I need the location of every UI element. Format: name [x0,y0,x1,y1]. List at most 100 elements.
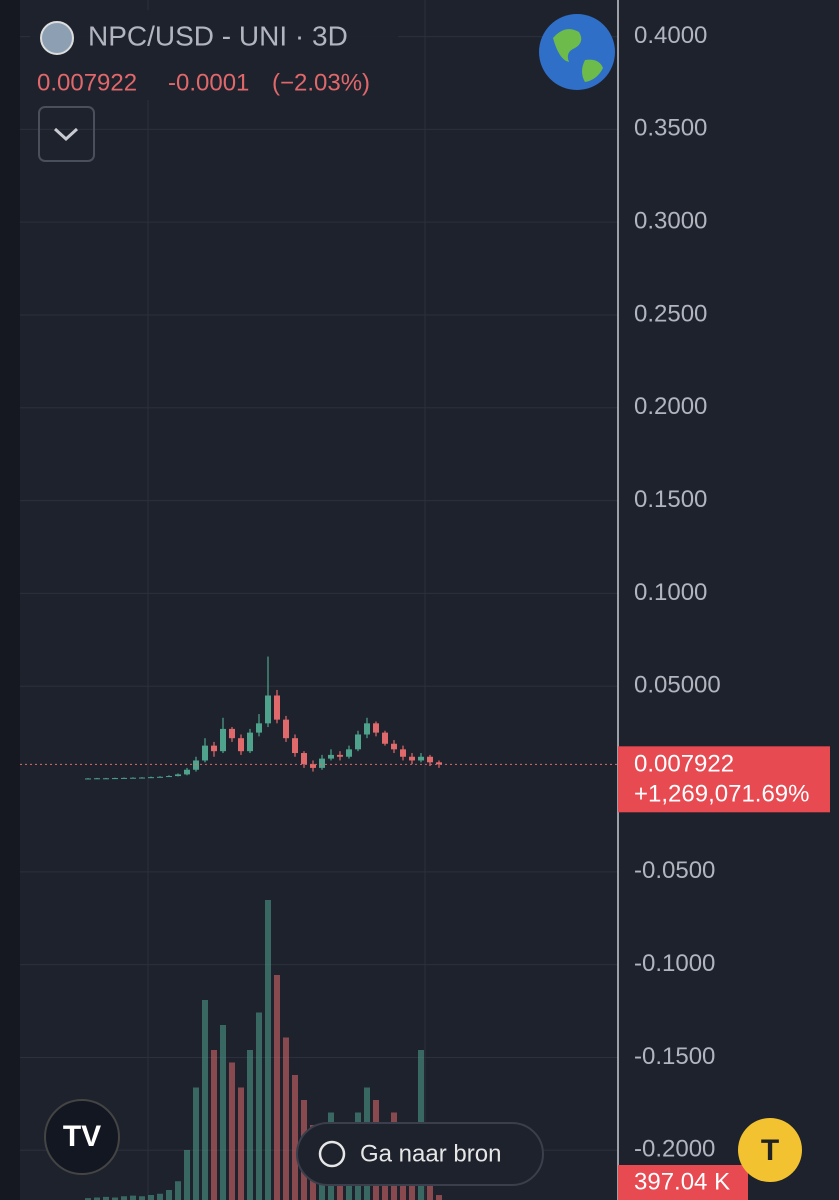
tv-logo[interactable] [44,1099,120,1175]
y-tick-label: 0.3500 [634,115,707,142]
candle-body [121,777,127,779]
volume-bar [175,1181,181,1200]
candle-body [319,758,325,768]
candle-body [391,743,397,750]
globe-land [553,29,603,82]
candle-body [265,695,271,724]
y-tick-label: 0.2500 [634,300,707,327]
y-tick-label: -0.1500 [634,1043,715,1070]
candle-body [175,774,181,777]
candle-body [382,732,388,744]
volume-bar [184,1150,190,1200]
candle-body [409,756,415,761]
candle-body [364,723,370,735]
candle-body [229,728,235,739]
volume-bar [256,1012,262,1200]
candle-body [184,769,190,775]
volume-bar [139,1196,145,1200]
volume-bar [292,1075,298,1200]
candle-body [373,723,379,733]
candle-body [130,777,136,779]
volume-bar [193,1087,199,1200]
y-tick-label: -0.1000 [634,950,715,977]
candle-body [418,756,424,761]
candle-body [283,719,289,739]
candle-body [274,695,280,720]
tv-logo-mark: TV [63,1120,101,1153]
candle-body [166,776,172,778]
volume-bar [121,1196,127,1200]
candle-body [400,749,406,757]
candle-body [112,778,118,780]
source-button[interactable] [296,1122,544,1186]
globe-icon[interactable] [539,14,615,90]
y-tick-label: 0.05000 [634,672,721,699]
candle-body [436,762,442,765]
candle-body [301,753,307,765]
volume-bar [229,1062,235,1200]
volume-bar [166,1190,172,1200]
globe-outline-icon [318,1140,346,1168]
price: 0.007922 [37,69,137,96]
volume-bar [148,1195,154,1200]
change-pct: (−2.03%) [272,69,370,96]
header-bg [30,10,398,100]
y-tick-label: 0.1500 [634,486,707,513]
last-price-box [618,746,830,813]
candle-body [139,777,145,779]
coin-icon [40,21,74,55]
candle-body [193,760,199,770]
volume-bar [436,1195,442,1200]
y-tick-label: 0.3000 [634,208,707,235]
candle-body [202,745,208,761]
candle-body [85,778,91,780]
symbol-title: NPC/USD - UNI · 3D [88,20,348,51]
volume-bar [130,1195,136,1200]
chevron-icon [53,127,79,142]
volume-bar [238,1087,244,1200]
candle-body [427,756,433,763]
volume-bar [103,1196,109,1200]
candle-body [211,745,217,752]
source-button-label: Ga naar bron [360,1140,501,1167]
volume-bar [211,1050,217,1200]
candle-body [310,764,316,768]
volume-label: 397.04 K [634,1168,730,1195]
candle-body [256,723,262,733]
candle-body [103,778,109,780]
candle-body [220,728,226,752]
volume-bar [202,1000,208,1200]
volume-bar [157,1193,163,1200]
last-price-label: 0.007922 [634,751,734,778]
volume-bar [85,1198,91,1200]
candle-body [247,732,253,752]
change: -0.0001 [168,69,249,96]
y-tick-label: 0.4000 [634,22,707,49]
volume-bar [274,975,280,1200]
text-tool-icon[interactable] [738,1118,802,1182]
candle-body [337,754,343,757]
candle-body [355,734,361,750]
y-tick-label: 0.1000 [634,579,707,606]
left-edge [0,0,20,1200]
text-tool-glyph: T [761,1134,779,1167]
last-change-label: +1,269,071.69% [634,781,810,808]
volume-bar [220,1025,226,1200]
volume-bar [247,1050,253,1200]
candle-body [238,738,244,752]
volume-bar [94,1197,100,1200]
candles [20,656,618,780]
candle-body [157,776,163,778]
y-tick-label: 0.2000 [634,393,707,420]
candle-body [292,738,298,754]
candle-body [328,754,334,759]
y-tick-label: -0.0500 [634,857,715,884]
collapse-button[interactable] [38,106,95,162]
candle-body [94,778,100,780]
volume-bar [283,1037,289,1200]
volume-bar [112,1197,118,1200]
candle-body [346,749,352,757]
candle-body [148,777,154,779]
